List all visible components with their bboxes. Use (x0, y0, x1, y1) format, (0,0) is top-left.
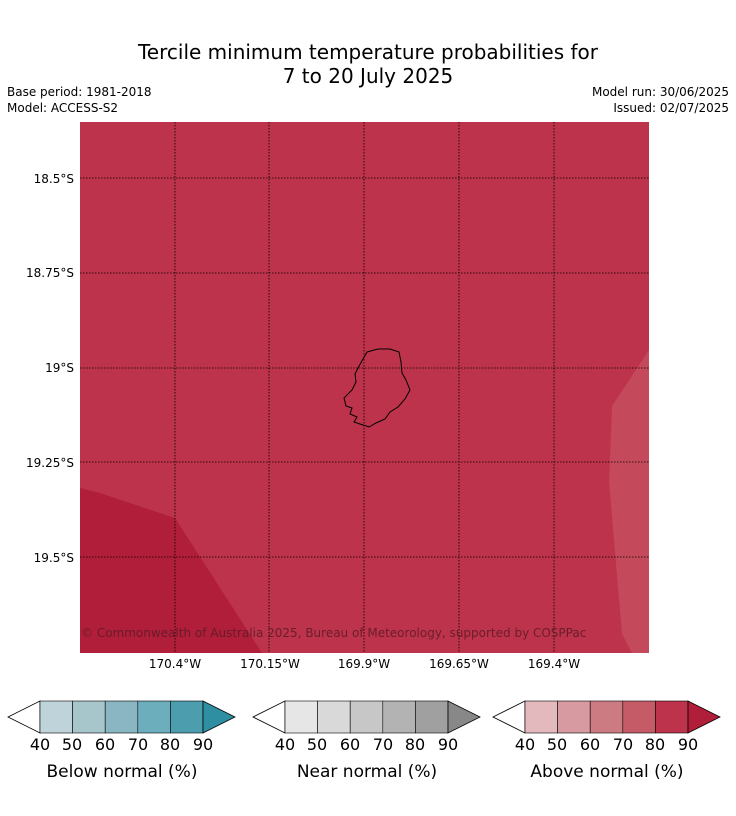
colorbar-segment (317, 700, 351, 734)
colorbar-tick: 90 (192, 735, 214, 754)
colorbar-label-above: Above normal (%) (530, 762, 684, 782)
colorbar-extend-high (687, 700, 721, 734)
colorbar-tick: 80 (159, 735, 181, 754)
lon-label: 169.65°W (429, 657, 489, 671)
gridlines (80, 122, 649, 653)
colorbar-extend-low (492, 700, 526, 734)
colorbar-label-near: Near normal (%) (296, 762, 438, 782)
colorbar-near-normal (252, 700, 481, 734)
colorbar-tick: 50 (61, 735, 83, 754)
colorbar-segment (557, 700, 591, 734)
colorbar-tick: 90 (677, 735, 699, 754)
niue-coastline (343, 348, 411, 428)
lon-label: 170.15°W (240, 657, 300, 671)
map-title-line1: Tercile minimum temperature probabilitie… (137, 40, 599, 64)
map-title-line2: 7 to 20 July 2025 (282, 64, 454, 88)
colorbar-tick: 80 (404, 735, 426, 754)
colorbar-tick: 50 (306, 735, 328, 754)
colorbar-above-normal (492, 700, 721, 734)
colorbar-tick: 40 (514, 735, 536, 754)
colorbar-extend-low (252, 700, 286, 734)
colorbar-extend-high (202, 700, 236, 734)
above-70-region (609, 350, 649, 653)
lat-label: 18.5°S (33, 172, 74, 186)
colorbar-tick: 60 (94, 735, 116, 754)
lon-label: 170.4°W (148, 657, 202, 671)
lat-label: 19°S (45, 361, 74, 375)
issued-date: Issued: 02/07/2025 (613, 101, 729, 115)
copyright-text: © Commonwealth of Australia 2025, Bureau… (81, 626, 587, 640)
base-period: Base period: 1981-2018 (7, 85, 152, 99)
colorbar-segment (382, 700, 416, 734)
colorbar-tick: 40 (274, 735, 296, 754)
colorbar-tick: 50 (546, 735, 568, 754)
probability-map (80, 122, 649, 653)
colorbar-segment (72, 700, 106, 734)
colorbar-segment (524, 700, 558, 734)
above-90-region (80, 488, 262, 653)
lon-label: 169.9°W (337, 657, 391, 671)
colorbar-tick: 40 (29, 735, 51, 754)
colorbar-segment (415, 700, 449, 734)
colorbar-tick: 70 (372, 735, 394, 754)
colorbar-segment (104, 700, 139, 734)
colorbar-tick: 60 (579, 735, 601, 754)
colorbar-extend-high (447, 700, 481, 734)
lat-label: 18.75°S (26, 266, 74, 280)
colorbar-tick: 70 (612, 735, 634, 754)
colorbar-segment (170, 700, 204, 734)
colorbar-label-below: Below normal (%) (46, 762, 198, 782)
colorbar-segment (622, 700, 656, 734)
lon-label: 169.4°W (527, 657, 581, 671)
model-run: Model run: 30/06/2025 (591, 85, 729, 99)
colorbar-segment (137, 700, 171, 734)
colorbar-segment (589, 700, 624, 734)
colorbar-tick: 90 (437, 735, 459, 754)
colorbar-below-normal (7, 700, 236, 734)
colorbar-segment (349, 700, 384, 734)
colorbar-extend-low (7, 700, 41, 734)
colorbar-segment (39, 700, 73, 734)
lat-label: 19.25°S (26, 456, 74, 470)
colorbar-tick: 60 (339, 735, 361, 754)
colorbar-tick: 80 (644, 735, 666, 754)
lat-label: 19.5°S (33, 551, 74, 565)
colorbar-tick: 70 (127, 735, 149, 754)
colorbar-segment (655, 700, 689, 734)
colorbar-segment (284, 700, 318, 734)
model-name: Model: ACCESS-S2 (7, 101, 119, 115)
